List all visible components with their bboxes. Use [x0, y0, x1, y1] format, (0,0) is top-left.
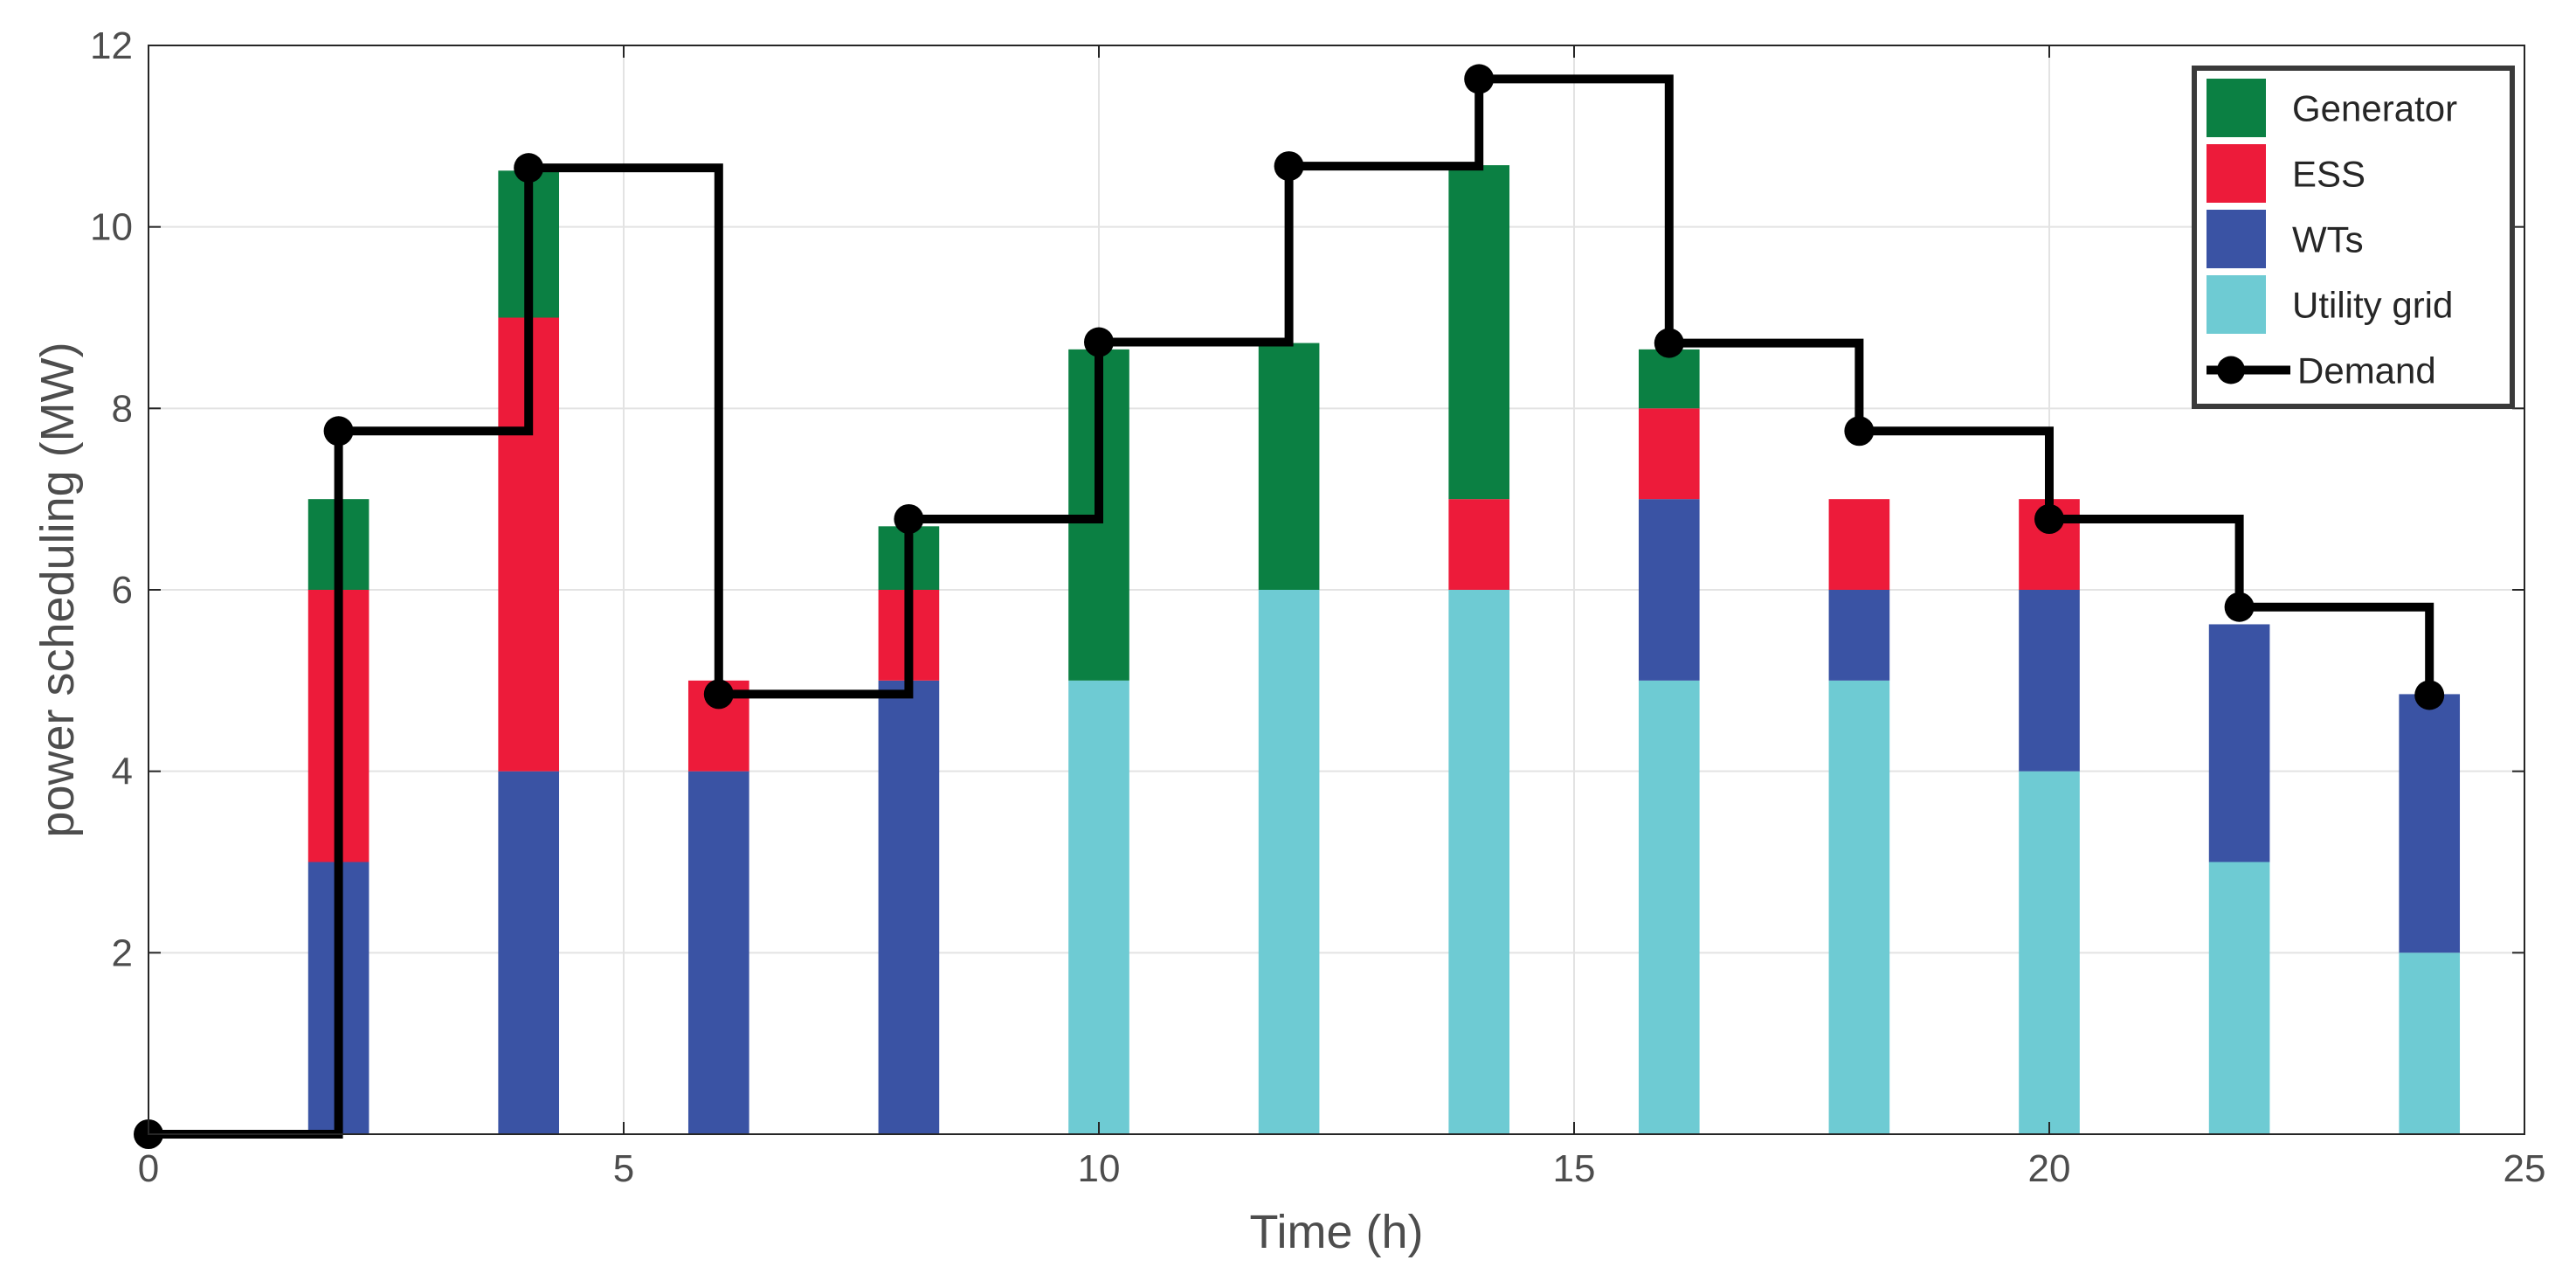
- bar-wts: [878, 680, 940, 1134]
- y-tick-label: 6: [112, 569, 133, 612]
- bar-utility-grid: [2208, 862, 2270, 1134]
- demand-marker: [1084, 327, 1114, 357]
- bar-utility-grid: [1448, 590, 1510, 1134]
- legend-swatch: [2207, 144, 2266, 203]
- x-tick-label: 0: [138, 1147, 159, 1190]
- bar-wts: [2019, 590, 2080, 772]
- bar-wts: [687, 771, 749, 1134]
- y-axis-title: power scheduling (MW): [31, 342, 84, 837]
- demand-marker: [894, 504, 924, 535]
- legend-label: ESS: [2292, 154, 2365, 195]
- x-axis-title: Time (h): [1250, 1206, 1424, 1258]
- y-tick-label: 10: [90, 206, 133, 249]
- legend-label: WTs: [2292, 219, 2364, 260]
- legend-label: Demand: [2297, 350, 2436, 391]
- y-tick-label: 8: [112, 387, 133, 430]
- bar-wts: [1828, 590, 1890, 681]
- demand-marker: [1654, 328, 1684, 358]
- demand-marker: [1274, 151, 1304, 182]
- legend-swatch: [2207, 275, 2266, 334]
- bar-ess: [1828, 499, 1890, 590]
- bar-wts: [2399, 694, 2461, 953]
- bar-ess: [1448, 499, 1510, 590]
- x-tick-label: 25: [2503, 1147, 2546, 1190]
- y-tick-label: 4: [112, 751, 133, 793]
- bar-generator: [1258, 343, 1320, 590]
- bar-utility-grid: [1638, 680, 1700, 1134]
- legend-swatch: [2207, 210, 2266, 268]
- x-tick-label: 10: [1078, 1147, 1121, 1190]
- bar-utility-grid: [1828, 680, 1890, 1134]
- demand-marker: [2034, 504, 2064, 535]
- demand-marker: [514, 153, 544, 183]
- bar-utility-grid: [1068, 680, 1129, 1134]
- bar-wts: [498, 771, 560, 1134]
- x-tick-label: 15: [1553, 1147, 1596, 1190]
- legend-label: Generator: [2292, 88, 2457, 129]
- bar-wts: [1638, 499, 1700, 681]
- y-tick-label: 2: [112, 931, 133, 974]
- x-tick-label: 5: [613, 1147, 634, 1190]
- bar-ess: [1638, 408, 1700, 500]
- demand-marker: [703, 679, 734, 710]
- legend: Generator ESS WTs Utility grid Demand: [2192, 66, 2515, 409]
- axes: 0 5 10 15 20 25 2 4 6 8 10 12: [90, 24, 2545, 1190]
- bar-utility-grid: [2399, 952, 2461, 1134]
- demand-marker: [2224, 592, 2255, 622]
- bar-generator: [1448, 165, 1510, 500]
- demand-marker: [2414, 680, 2445, 710]
- demand-step-line: [134, 64, 2445, 1149]
- legend-label: Utility grid: [2292, 285, 2453, 326]
- bar-wts: [2208, 624, 2270, 862]
- x-tick-label: 20: [2028, 1147, 2071, 1190]
- demand-marker: [1844, 416, 1875, 447]
- bar-utility-grid: [2019, 771, 2080, 1134]
- legend-swatch: [2207, 79, 2266, 137]
- bar-utility-grid: [1258, 590, 1320, 1134]
- demand-marker: [323, 416, 354, 447]
- bar-generator: [1638, 349, 1700, 409]
- demand-marker: [1464, 64, 1495, 94]
- y-tick-label: 12: [90, 24, 133, 67]
- legend-demand-marker: [2217, 356, 2245, 384]
